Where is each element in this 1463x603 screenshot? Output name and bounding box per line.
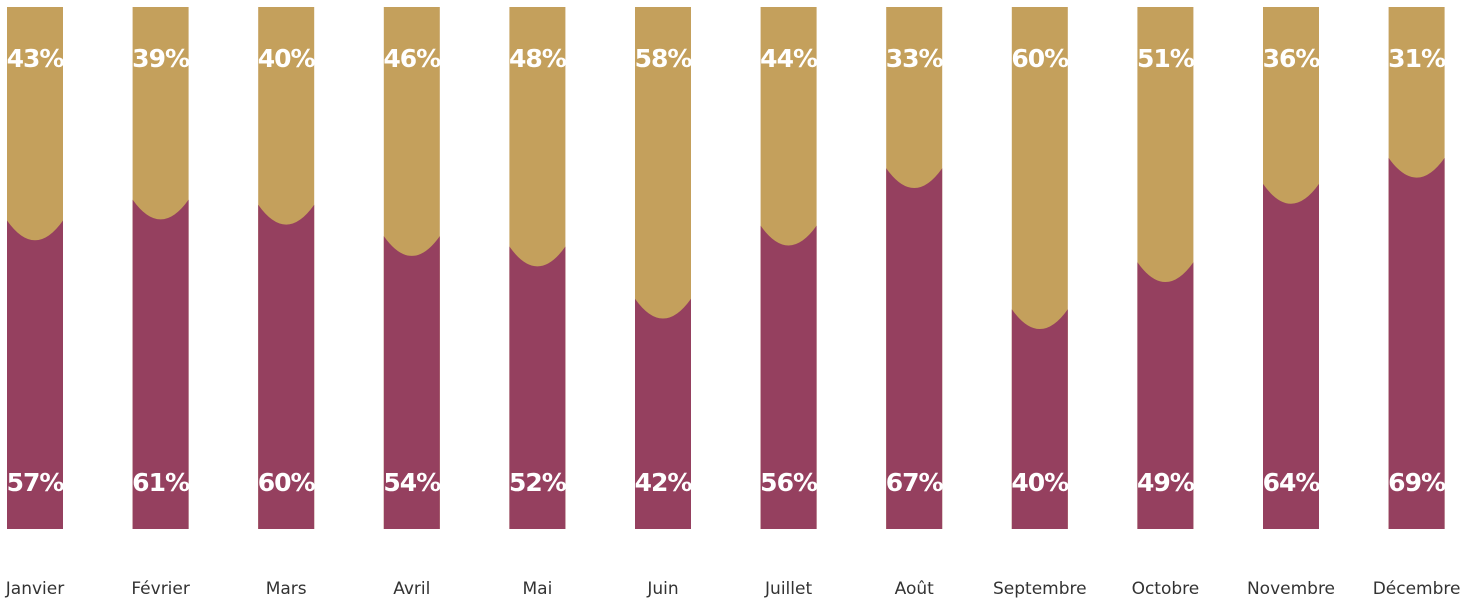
bar-bottom-label: 56% — [760, 468, 818, 497]
bar-bottom-label: 52% — [509, 468, 567, 497]
bar-bottom-segment — [1388, 157, 1445, 529]
bar-top-label: 39% — [132, 44, 190, 73]
bar-group-11: 31% 69% Décembre — [1373, 7, 1461, 599]
bar-top-label: 40% — [258, 44, 316, 73]
bar-group-5: 58% 42% Juin — [635, 7, 693, 599]
bar-bottom-segment — [509, 246, 566, 529]
bar-top-label: 43% — [7, 44, 65, 73]
bar-bottom-label: 64% — [1263, 468, 1321, 497]
bar-top-label: 44% — [760, 44, 818, 73]
bar-bottom-label: 60% — [258, 468, 316, 497]
month-label: Février — [131, 579, 190, 599]
bar-bottom-segment — [760, 225, 817, 529]
bar-group-7: 33% 67% Août — [886, 7, 945, 599]
month-label: Juillet — [764, 579, 812, 599]
bar-bottom-label: 42% — [635, 468, 693, 497]
bar-group-6: 44% 56% Juillet — [760, 7, 819, 599]
bar-group-9: 51% 49% Octobre — [1132, 7, 1200, 599]
month-label: Janvier — [5, 579, 64, 599]
bar-bottom-label: 40% — [1011, 468, 1069, 497]
bar-group-4: 48% 52% Mai — [509, 7, 568, 599]
bar-group-3: 46% 54% Avril — [383, 7, 442, 599]
bar-group-2: 40% 60% Mars — [258, 7, 317, 599]
bar-bottom-segment — [383, 236, 440, 529]
bar-top-label: 31% — [1388, 44, 1446, 73]
bar-bottom-segment — [1263, 183, 1319, 530]
bar-top-label: 60% — [1011, 44, 1069, 73]
bar-top-label: 36% — [1263, 44, 1321, 73]
month-label: Octobre — [1132, 579, 1200, 599]
bar-bottom-segment — [132, 199, 189, 529]
bar-group-1: 39% 61% Février — [131, 7, 191, 599]
month-label: Août — [895, 579, 935, 599]
bar-group-0: 43% 57% Janvier — [5, 7, 65, 599]
bar-bottom-label: 49% — [1137, 468, 1195, 497]
bar-bottom-segment — [7, 220, 63, 529]
month-label: Avril — [393, 579, 430, 599]
bar-group-8: 60% 40% Septembre — [993, 7, 1087, 599]
bar-bottom-segment — [886, 168, 943, 529]
month-label: Juin — [646, 579, 678, 599]
bar-bottom-segment — [258, 204, 315, 530]
bar-top-label: 46% — [383, 44, 441, 73]
bar-bottom-label: 69% — [1388, 468, 1446, 497]
month-label: Mars — [266, 579, 307, 599]
bar-bottom-segment — [635, 298, 691, 529]
bar-top-label: 48% — [509, 44, 567, 73]
bar-bottom-label: 61% — [132, 468, 190, 497]
bar-group-10: 36% 64% Novembre — [1247, 7, 1335, 599]
bar-bottom-label: 67% — [886, 468, 944, 497]
bar-top-label: 51% — [1137, 44, 1195, 73]
bar-top-label: 33% — [886, 44, 944, 73]
bar-top-label: 58% — [635, 44, 693, 73]
month-label: Novembre — [1247, 579, 1335, 599]
bar-bottom-segment — [1137, 262, 1194, 529]
month-label: Mai — [522, 579, 552, 599]
month-label: Décembre — [1373, 579, 1461, 599]
bar-bottom-label: 54% — [383, 468, 441, 497]
month-label: Septembre — [993, 579, 1087, 599]
bar-bottom-label: 57% — [7, 468, 65, 497]
bar-bottom-segment — [1011, 309, 1068, 529]
